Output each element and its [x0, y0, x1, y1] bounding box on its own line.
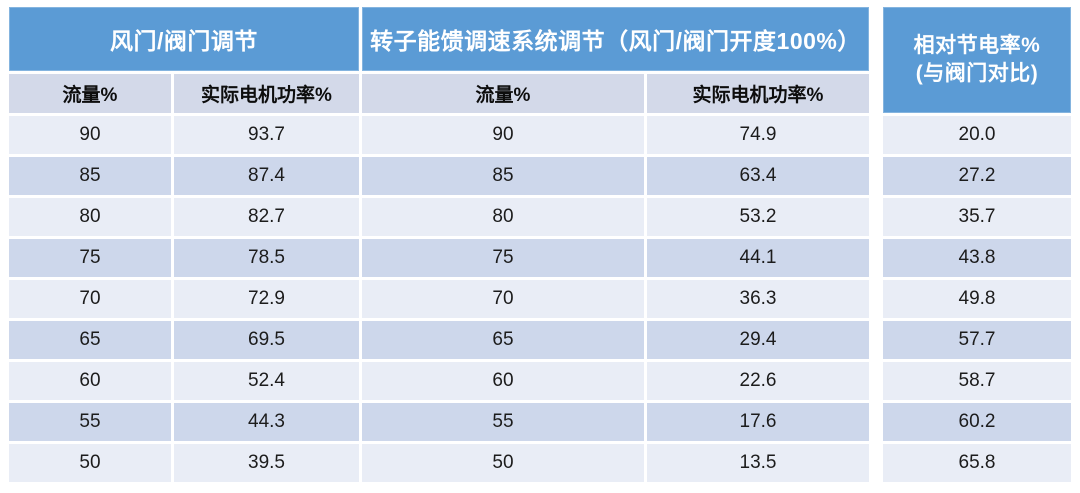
header-group-damper-valve: 风门/阀门调节: [9, 7, 359, 71]
table-cell: 44.1: [647, 239, 869, 277]
table-cell: 70: [9, 280, 171, 318]
table-cell: 65.8: [883, 444, 1071, 482]
table-cell: 13.5: [647, 444, 869, 482]
header-relative-saving-rate-line2: (与阀门对比): [915, 62, 1039, 85]
table-cell: 49.8: [883, 280, 1071, 318]
table-cell: 29.4: [647, 321, 869, 359]
table-cell: 69.5: [174, 321, 359, 359]
table-cell: 50: [362, 444, 644, 482]
table-cell: 80: [9, 198, 171, 236]
comparison-table: 风门/阀门调节 转子能馈调速系统调节（风门/阀门开度100%） 相对节电率% (…: [9, 7, 1072, 482]
table-cell: 27.2: [883, 157, 1071, 195]
table-cell: 75: [9, 239, 171, 277]
header-relative-saving-rate: 相对节电率% (与阀门对比): [883, 7, 1071, 113]
table-cell: 52.4: [174, 362, 359, 400]
table-cell: 85: [362, 157, 644, 195]
table-cell: 65: [362, 321, 644, 359]
table-cell: 75: [362, 239, 644, 277]
header-group-rotor-feedback-system: 转子能馈调速系统调节（风门/阀门开度100%）: [362, 7, 869, 71]
table-cell: 90: [362, 116, 644, 154]
table-cell: 74.9: [647, 116, 869, 154]
table-cell: 55: [362, 403, 644, 441]
table-cell: 43.8: [883, 239, 1071, 277]
table-cell: 82.7: [174, 198, 359, 236]
table-cell: 57.7: [883, 321, 1071, 359]
table-cell: 39.5: [174, 444, 359, 482]
table-cell: 60.2: [883, 403, 1071, 441]
subheader-flow-valve: 流量%: [9, 74, 171, 113]
table-cell: 53.2: [647, 198, 869, 236]
table-cell: 90: [9, 116, 171, 154]
table-cell: 60: [362, 362, 644, 400]
subheader-flow-rotor: 流量%: [362, 74, 644, 113]
table-cell: 20.0: [883, 116, 1071, 154]
subheader-motor-power-rotor: 实际电机功率%: [647, 74, 869, 113]
table-cell: 60: [9, 362, 171, 400]
subheader-motor-power-valve: 实际电机功率%: [174, 74, 359, 113]
table-cell: 35.7: [883, 198, 1071, 236]
table-cell: 44.3: [174, 403, 359, 441]
table-cell: 55: [9, 403, 171, 441]
table-cell: 58.7: [883, 362, 1071, 400]
table-cell: 85: [9, 157, 171, 195]
table-cell: 87.4: [174, 157, 359, 195]
table-cell: 50: [9, 444, 171, 482]
table-cell: 36.3: [647, 280, 869, 318]
table-cell: 80: [362, 198, 644, 236]
table-cell: 93.7: [174, 116, 359, 154]
table-cell: 63.4: [647, 157, 869, 195]
table-cell: 72.9: [174, 280, 359, 318]
table-cell: 17.6: [647, 403, 869, 441]
table-cell: 22.6: [647, 362, 869, 400]
header-relative-saving-rate-line1: 相对节电率%: [913, 33, 1041, 57]
table-cell: 65: [9, 321, 171, 359]
table-cell: 78.5: [174, 239, 359, 277]
table-cell: 70: [362, 280, 644, 318]
